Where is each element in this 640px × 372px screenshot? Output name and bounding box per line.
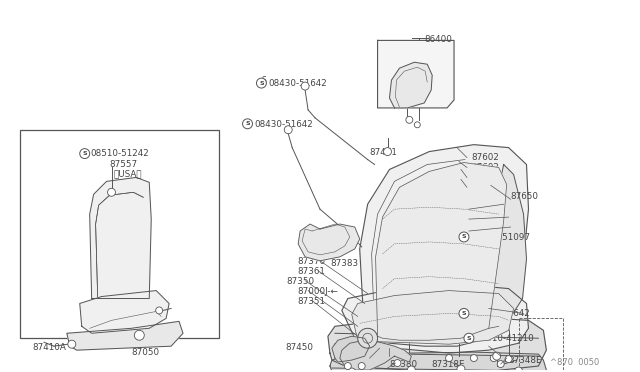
Circle shape bbox=[348, 368, 356, 372]
Circle shape bbox=[68, 340, 76, 348]
Polygon shape bbox=[378, 41, 454, 108]
Text: S: S bbox=[83, 151, 87, 156]
Bar bbox=[518, 318, 563, 372]
Text: 87000J-←: 87000J-← bbox=[297, 286, 338, 296]
Circle shape bbox=[493, 352, 500, 360]
Circle shape bbox=[243, 119, 253, 129]
Text: 87602: 87602 bbox=[471, 163, 499, 171]
Polygon shape bbox=[67, 321, 183, 350]
Text: 08340-40642: 08340-40642 bbox=[471, 310, 530, 318]
Circle shape bbox=[134, 330, 144, 340]
Circle shape bbox=[358, 363, 365, 369]
Circle shape bbox=[490, 355, 497, 362]
Polygon shape bbox=[352, 291, 513, 344]
Circle shape bbox=[457, 365, 465, 372]
Bar bbox=[20, 130, 219, 338]
Text: 87380: 87380 bbox=[390, 360, 418, 369]
Circle shape bbox=[156, 307, 163, 314]
Polygon shape bbox=[471, 164, 527, 333]
Polygon shape bbox=[340, 340, 412, 370]
Text: 87602: 87602 bbox=[471, 153, 499, 161]
Text: 87351: 87351 bbox=[297, 296, 325, 305]
Text: 08513-51097: 08513-51097 bbox=[471, 233, 530, 242]
Text: ^870  0050: ^870 0050 bbox=[550, 358, 600, 367]
Text: 87557: 87557 bbox=[109, 160, 138, 169]
Circle shape bbox=[301, 82, 309, 90]
Polygon shape bbox=[332, 336, 370, 362]
Circle shape bbox=[497, 360, 504, 368]
Text: 87050: 87050 bbox=[131, 348, 159, 357]
Circle shape bbox=[394, 360, 401, 366]
Circle shape bbox=[108, 188, 115, 196]
Circle shape bbox=[459, 232, 469, 242]
Circle shape bbox=[406, 116, 413, 123]
Text: 87370: 87370 bbox=[297, 257, 325, 266]
Text: 87410A: 87410A bbox=[32, 343, 66, 352]
Text: S: S bbox=[467, 336, 471, 341]
Text: 87350: 87350 bbox=[286, 277, 314, 286]
Text: 08310-41210: 08310-41210 bbox=[476, 334, 534, 343]
Polygon shape bbox=[80, 291, 169, 333]
Text: 87670: 87670 bbox=[464, 212, 492, 221]
Circle shape bbox=[408, 366, 415, 372]
Text: S: S bbox=[259, 81, 264, 86]
Circle shape bbox=[344, 363, 351, 369]
Text: 〈USA〉: 〈USA〉 bbox=[113, 170, 142, 179]
Text: 87471: 87471 bbox=[370, 148, 397, 157]
Text: 87651: 87651 bbox=[471, 173, 499, 182]
Text: 87680: 87680 bbox=[471, 182, 499, 191]
Circle shape bbox=[464, 333, 474, 343]
Polygon shape bbox=[90, 177, 151, 298]
Text: 87383: 87383 bbox=[330, 259, 358, 268]
Text: 86400: 86400 bbox=[424, 35, 452, 44]
Circle shape bbox=[257, 78, 266, 88]
Text: S: S bbox=[461, 311, 467, 316]
Text: 87000J: 87000J bbox=[464, 202, 495, 211]
Text: 87361: 87361 bbox=[297, 267, 325, 276]
Text: 08510-51242: 08510-51242 bbox=[91, 149, 149, 158]
Polygon shape bbox=[328, 317, 547, 372]
Text: 08430-51642: 08430-51642 bbox=[255, 120, 313, 129]
Circle shape bbox=[505, 356, 512, 363]
Polygon shape bbox=[298, 224, 360, 261]
Circle shape bbox=[358, 328, 378, 348]
Text: S: S bbox=[461, 234, 467, 240]
Text: 87318E: 87318E bbox=[431, 360, 465, 369]
Polygon shape bbox=[360, 145, 529, 346]
Text: 87450: 87450 bbox=[285, 343, 313, 352]
Circle shape bbox=[80, 149, 90, 158]
Circle shape bbox=[383, 148, 392, 155]
Text: S: S bbox=[245, 121, 250, 126]
Text: 87611: 87611 bbox=[464, 222, 492, 231]
Text: 87452: 87452 bbox=[332, 343, 360, 352]
Polygon shape bbox=[342, 283, 529, 353]
Circle shape bbox=[459, 308, 469, 318]
Circle shape bbox=[284, 126, 292, 134]
Circle shape bbox=[414, 122, 420, 128]
Text: 87650: 87650 bbox=[511, 192, 539, 201]
Polygon shape bbox=[330, 352, 547, 372]
Text: 87348E: 87348E bbox=[509, 356, 542, 365]
Text: S: S bbox=[261, 76, 266, 85]
Polygon shape bbox=[376, 163, 507, 340]
Text: 08430-51642: 08430-51642 bbox=[268, 79, 327, 88]
Circle shape bbox=[515, 367, 522, 372]
Circle shape bbox=[470, 355, 477, 362]
Polygon shape bbox=[390, 62, 432, 108]
Circle shape bbox=[445, 355, 452, 362]
